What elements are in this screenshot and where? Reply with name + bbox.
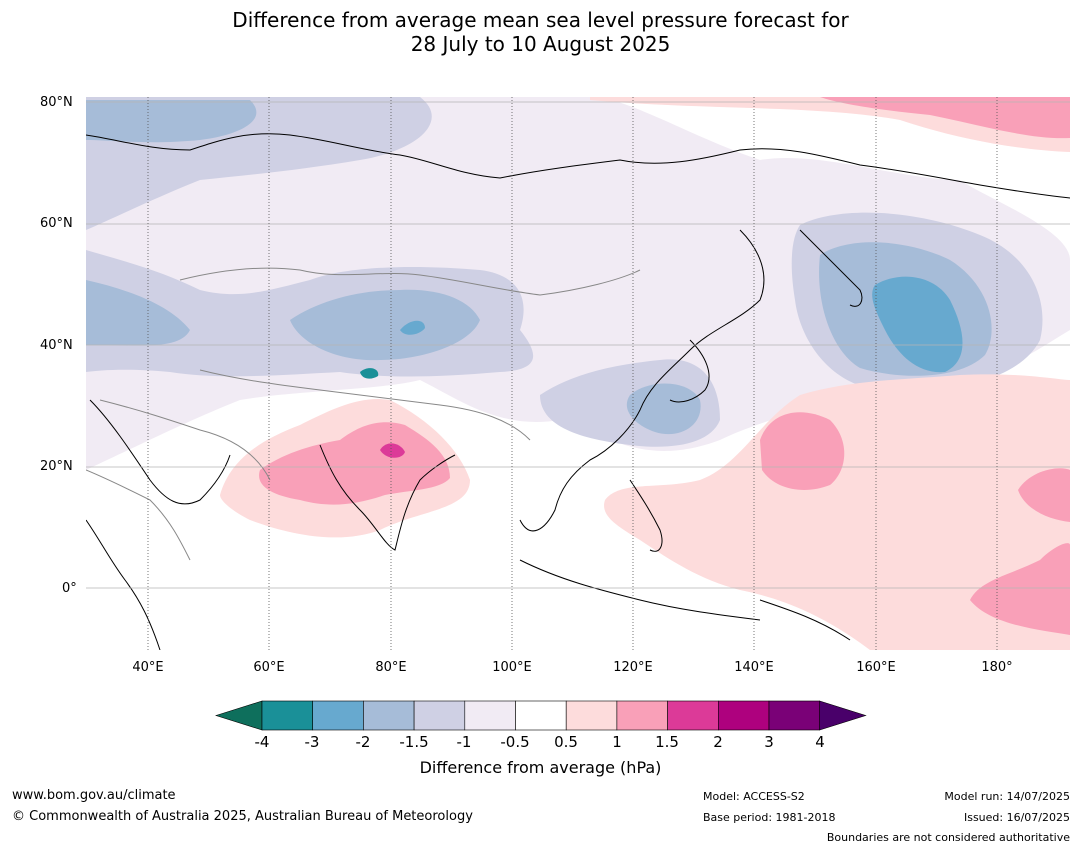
lon-label-60e: 60°E: [253, 660, 285, 675]
colorbar-extend-low: [215, 700, 263, 731]
colorbar-swatch: [768, 700, 821, 731]
colorbar-swatch: [667, 700, 719, 731]
footer-disclaimer: Boundaries are not considered authoritat…: [826, 831, 1070, 844]
anomaly-band-rose-arctic: [820, 97, 1070, 139]
colorbar-swatch: [717, 700, 770, 731]
colorbar-swatch: [565, 700, 618, 731]
colorbar-swatch: [515, 700, 567, 731]
colorbar-extend-high: [819, 700, 867, 731]
lon-label-80e: 80°E: [375, 660, 407, 675]
colorbar-swatch: [261, 700, 314, 731]
anomaly-band-rose-india: [259, 422, 450, 505]
coastline-indonesia: [519, 559, 761, 621]
lon-label-40e: 40°E: [132, 660, 164, 675]
anomaly-band-magenta-india: [380, 443, 405, 458]
lon-label-180: 180°: [981, 660, 1013, 675]
anomaly-band-steelblue-pacific: [872, 276, 963, 373]
footer-base-period: Base period: 1981-2018: [703, 811, 836, 824]
coastline-japan: [669, 339, 710, 403]
anomaly-band-rose-pacific-south: [970, 543, 1070, 635]
lat-label-0: 0°: [62, 581, 77, 596]
colorbar-tick-label: 0.5: [554, 733, 578, 751]
lat-label-80n: 80°N: [40, 95, 73, 110]
map-title: Difference from average mean sea level p…: [0, 8, 1081, 56]
anomaly-band-light-purple: [86, 97, 1070, 470]
coastline-kamchatka: [799, 229, 863, 307]
anomaly-band-blue-west: [86, 280, 190, 346]
colorbar-tick-label: -3: [304, 733, 320, 751]
anomaly-band-rose-pacific-west: [760, 412, 845, 490]
latitude-gridlines: [86, 101, 1070, 589]
coastline-new-guinea: [759, 599, 851, 641]
colorbar-swatch: [312, 700, 364, 731]
borders-middle-east: [99, 399, 271, 481]
colorbar: [215, 700, 867, 731]
colorbar-tick-label: -1: [456, 733, 472, 751]
colorbar-title: Difference from average (hPa): [419, 758, 662, 777]
lat-label-40n: 40°N: [40, 338, 73, 353]
footer-model: Model: ACCESS-S2: [703, 790, 805, 803]
footer-model-run: Model run: 14/07/2025: [944, 790, 1070, 803]
lat-label-60n: 60°N: [40, 216, 73, 231]
anomaly-band-blue-north: [86, 100, 257, 143]
colorbar-tick-label: -1.5: [399, 733, 429, 751]
coastline-north-asia: [86, 133, 1070, 199]
footer-issued: Issued: 16/07/2025: [963, 811, 1070, 824]
colorbar-tick-label: 3: [764, 733, 774, 751]
coastline-philippines: [629, 479, 663, 552]
colorbar-tick-label: 1.5: [655, 733, 679, 751]
anomaly-band-pink-pacific: [604, 374, 1070, 650]
country-borders: [86, 267, 641, 561]
lon-label-140e: 140°E: [734, 660, 774, 675]
anomaly-band-rose-pacific-east: [1018, 468, 1070, 522]
footer-copyright: © Commonwealth of Australia 2025, Austra…: [12, 809, 473, 824]
anomaly-band-blue-central: [290, 289, 480, 361]
borders-central-asia: [179, 267, 641, 296]
anomaly-band-blue-china: [626, 383, 701, 435]
colorbar-swatch: [464, 700, 516, 731]
colorbar-tick-label: -2: [355, 733, 371, 751]
colorbar-tick-label: 4: [815, 733, 825, 751]
coastline-arabia: [89, 399, 231, 505]
colorbar-tick-label: -0.5: [500, 733, 530, 751]
colorbar-tick-label: -4: [254, 733, 270, 751]
colorbar-swatch: [616, 700, 668, 731]
title-line-1: Difference from average mean sea level p…: [232, 8, 849, 32]
title-line-2: 28 July to 10 August 2025: [410, 32, 671, 56]
lon-label-100e: 100°E: [492, 660, 532, 675]
colorbar-tick-label: 2: [713, 733, 723, 751]
anomaly-band-teal-spot: [360, 368, 379, 379]
colorbar-tick-label: 1: [612, 733, 622, 751]
lat-label-20n: 20°N: [40, 459, 73, 474]
pressure-anomaly-shading: [86, 97, 1070, 650]
colorbar-swatch: [413, 700, 466, 731]
footer-url: www.bom.gov.au/climate: [12, 788, 176, 803]
longitude-gridlines: [147, 97, 998, 650]
colorbar-swatch: [363, 700, 415, 731]
coastline-east-asia: [519, 229, 765, 532]
borders-africa: [86, 469, 191, 561]
lon-label-120e: 120°E: [613, 660, 653, 675]
anomaly-band-steelblue-asia: [400, 320, 425, 335]
coastline-india: [319, 444, 456, 551]
coastline-africa: [86, 519, 161, 650]
coastlines: [86, 133, 1070, 650]
lon-label-160e: 160°E: [856, 660, 896, 675]
borders-south-asia: [199, 369, 531, 441]
